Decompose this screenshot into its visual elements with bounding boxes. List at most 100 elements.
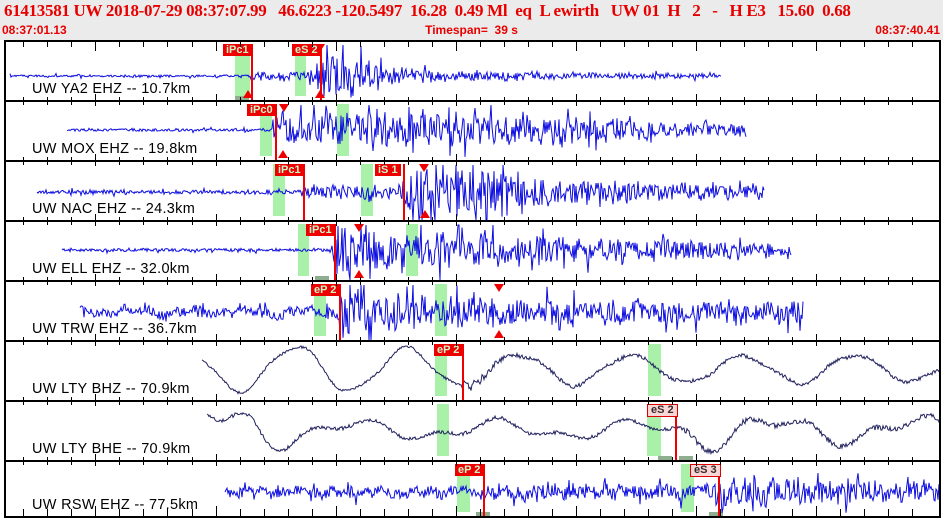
time-tick-icon — [288, 457, 289, 465]
time-tick-icon — [696, 506, 697, 516]
time-tick-icon — [624, 277, 625, 285]
phase-pick-label[interactable]: iS 1 — [375, 164, 401, 176]
time-tick-icon — [432, 277, 433, 285]
time-tick-icon — [432, 337, 433, 345]
time-tick-icon — [312, 217, 313, 225]
time-tick-icon — [720, 509, 721, 516]
time-tick-icon — [384, 457, 385, 465]
time-tick-icon — [167, 277, 168, 285]
trace-panel-nac[interactable]: UW NAC EHZ -- 24.3km iPc1 iS 1 — [6, 154, 939, 221]
trace-panel-ya2[interactable]: UW YA2 EHZ -- 10.7km iPc1 eS 2 — [6, 40, 939, 100]
pick-uncertainty-bar — [260, 104, 272, 156]
time-tick-icon — [768, 509, 769, 516]
pick-time-line — [483, 464, 485, 516]
phase-pick-label[interactable]: eP 2 — [455, 464, 484, 476]
waveform — [61, 224, 792, 281]
trace-panel-mox[interactable]: UW MOX EHZ -- 19.8km iPc0 — [6, 94, 939, 160]
time-tick-icon — [47, 337, 48, 345]
time-tick-icon — [360, 397, 361, 405]
phase-pick-label[interactable]: eS 3 — [690, 464, 721, 477]
time-tick-icon — [240, 509, 241, 516]
time-tick-icon — [672, 337, 673, 345]
time-tick-icon — [576, 394, 577, 406]
time-tick-icon — [720, 337, 721, 345]
phase-pick-label[interactable]: iPc0 — [247, 104, 276, 116]
time-tick-icon — [192, 509, 193, 516]
time-tick-icon — [648, 509, 649, 516]
time-tick-icon — [47, 97, 48, 105]
time-tick-icon — [288, 509, 289, 516]
time-tick-icon — [71, 337, 72, 345]
arrival-marker-icon — [315, 90, 325, 98]
time-tick-icon — [71, 42, 72, 47]
time-tick-icon — [552, 97, 553, 105]
time-tick-icon — [456, 274, 457, 286]
time-tick-icon — [336, 274, 337, 286]
time-tick-icon — [816, 394, 817, 406]
time-tick-icon — [528, 157, 529, 165]
phase-pick-label[interactable]: iPc1 — [223, 44, 252, 56]
time-tick-icon — [71, 97, 72, 105]
time-tick-icon — [816, 42, 817, 51]
time-tick-icon — [119, 509, 120, 516]
trace-panel-rsw[interactable]: UW RSW EHZ -- 77.5km eP 2 eS 3 — [6, 454, 939, 516]
time-tick-icon — [288, 42, 289, 47]
waveform — [79, 284, 804, 341]
waveform — [9, 44, 722, 98]
time-tick-icon — [864, 457, 865, 465]
time-tick-icon — [240, 217, 241, 225]
time-tick-icon — [23, 42, 24, 47]
phase-pick-label[interactable]: iPc1 — [275, 164, 304, 176]
phase-pick-label[interactable]: eP 2 — [311, 284, 340, 296]
time-tick-icon — [23, 457, 24, 465]
trace-panel-trw[interactable]: UW TRW EHZ -- 36.7km eP 2 — [6, 274, 939, 341]
time-tick-icon — [648, 217, 649, 225]
time-tick-icon — [744, 457, 745, 465]
phase-pick-label[interactable]: eS 2 — [292, 44, 321, 56]
time-tick-icon — [95, 274, 96, 286]
pick-uncertainty-bar — [437, 404, 449, 456]
time-tick-icon — [768, 97, 769, 105]
phase-pick-label[interactable]: eS 2 — [647, 404, 678, 417]
trace-panel-lty-bhe[interactable]: UW LTY BHE -- 70.9km eS 2 — [6, 394, 939, 460]
time-tick-icon — [744, 42, 745, 47]
time-tick-icon — [456, 42, 457, 51]
time-tick-icon — [504, 337, 505, 345]
time-tick-icon — [23, 397, 24, 405]
trace-panel-lty-bhz[interactable]: UW LTY BHZ -- 70.9km eP 2 — [6, 334, 939, 400]
time-tick-icon — [216, 454, 217, 466]
time-tick-icon — [264, 509, 265, 516]
phase-pick-label[interactable]: eP 2 — [434, 344, 463, 356]
waveform — [206, 412, 939, 456]
time-tick-icon — [912, 97, 913, 105]
time-tick-icon — [336, 394, 337, 406]
time-tick-icon — [792, 337, 793, 345]
station-label: UW RSW EHZ -- 77.5km — [32, 497, 199, 513]
time-tick-icon — [264, 157, 265, 165]
time-tick-icon — [744, 397, 745, 405]
time-tick-icon — [167, 157, 168, 165]
time-tick-icon — [840, 97, 841, 105]
time-tick-icon — [816, 274, 817, 286]
time-tick-icon — [456, 506, 457, 516]
time-tick-icon — [912, 217, 913, 225]
pick-time-line — [251, 44, 253, 100]
time-tick-icon — [264, 457, 265, 465]
phase-pick-label[interactable]: iPc1 — [306, 224, 335, 236]
time-tick-icon — [696, 454, 697, 466]
time-tick-icon — [288, 277, 289, 285]
time-tick-icon — [480, 457, 481, 465]
time-tick-icon — [216, 214, 217, 226]
time-tick-icon — [744, 277, 745, 285]
time-tick-icon — [119, 277, 120, 285]
time-tick-icon — [47, 217, 48, 225]
time-tick-icon — [23, 337, 24, 345]
station-label: UW ELL EHZ -- 32.0km — [32, 261, 190, 277]
time-tick-icon — [264, 337, 265, 345]
pick-uncertainty-bar — [647, 404, 661, 456]
time-tick-icon — [576, 506, 577, 516]
time-tick-icon — [480, 277, 481, 285]
time-tick-icon — [888, 42, 889, 47]
trace-panel-ell[interactable]: UW ELL EHZ -- 32.0km iPc1 — [6, 214, 939, 281]
time-tick-icon — [672, 457, 673, 465]
